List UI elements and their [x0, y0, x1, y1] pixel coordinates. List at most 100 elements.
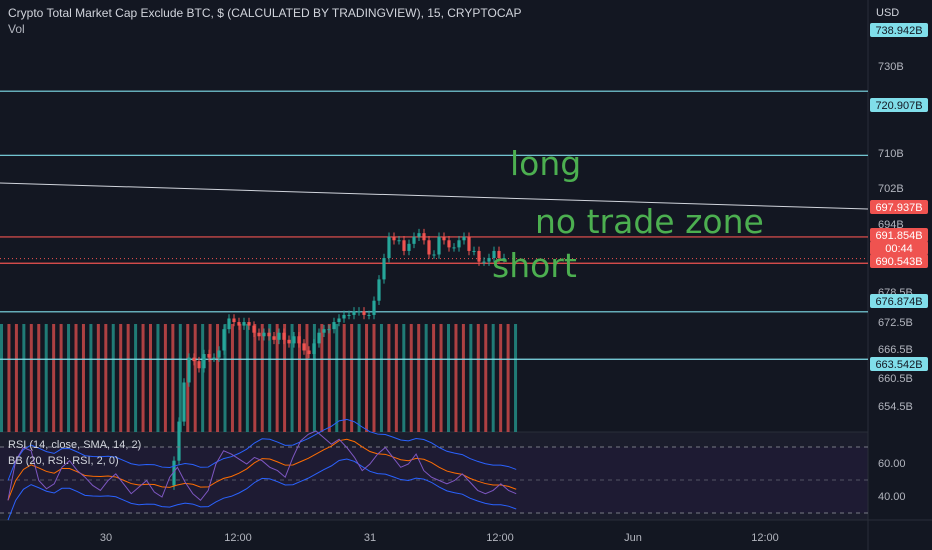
rsi-ma-line [7, 438, 517, 501]
volume-bar [275, 324, 279, 432]
volume-bar [119, 324, 123, 432]
volume-bar [230, 324, 234, 432]
volume-bar [44, 324, 48, 432]
candle-body [337, 318, 341, 323]
time-tick-label: 30 [100, 532, 112, 544]
candle-body [287, 339, 291, 344]
volume-bar [350, 324, 354, 432]
volume-bar [89, 324, 93, 432]
volume-bar [223, 324, 227, 432]
volume-bar [461, 324, 465, 432]
candle-body [172, 460, 176, 486]
price-tick-label: 666.5B [878, 344, 913, 356]
candle-body [357, 311, 361, 313]
candle-body [187, 357, 191, 383]
volume-bar [134, 324, 138, 432]
volume-bar [7, 324, 11, 432]
candle-body [232, 318, 236, 323]
volume-bar [514, 324, 518, 432]
candle-body [217, 350, 221, 358]
candle-body [427, 240, 431, 255]
volume-bar [171, 324, 175, 432]
rsi-legend[interactable]: RSI (14, close, SMA, 14, 2) [8, 439, 142, 451]
volume-bar [402, 324, 406, 432]
price-label-value: 697.937B [875, 202, 922, 214]
price-label-tag [870, 254, 928, 268]
volume-bar [335, 324, 339, 432]
candle-body [347, 314, 351, 316]
volume-bar [499, 324, 503, 432]
price-label-value: 720.907B [875, 100, 922, 112]
price-label-tag [870, 357, 928, 371]
candle-body [437, 236, 441, 255]
bb-upper-line [7, 418, 517, 481]
price-label-tag [870, 200, 928, 214]
candle-body [467, 236, 471, 251]
candle-body [502, 258, 506, 260]
volume-bar [379, 324, 383, 432]
candle-body [392, 236, 396, 241]
candle-body [262, 332, 266, 337]
rsi-line [7, 430, 517, 502]
candle-body [202, 354, 206, 369]
price-tick-label: 710B [878, 148, 904, 160]
time-tick-label: Jun [624, 532, 642, 544]
volume-bar [260, 324, 264, 432]
annotation-short[interactable]: short [492, 246, 577, 285]
candle-body [362, 311, 366, 315]
time-tick-label: 12:00 [751, 532, 779, 544]
candle-body [472, 250, 476, 252]
candle-body [282, 332, 286, 340]
volume-bar [67, 324, 71, 432]
candle-body [387, 236, 391, 259]
volume-bar [417, 324, 421, 432]
candle-body [297, 336, 301, 344]
candle-body [177, 421, 181, 461]
candle-body [182, 382, 186, 422]
candle-body [272, 336, 276, 340]
volume-bar [327, 324, 331, 432]
price-label-tag [870, 23, 928, 37]
candle-body [417, 233, 421, 237]
price-tick-label: 660.5B [878, 373, 913, 385]
volume-bar [342, 324, 346, 432]
volume-bar [74, 324, 78, 432]
price-label-value: 738.942B [875, 25, 922, 37]
candle-body [322, 329, 326, 333]
candle-body [477, 250, 481, 262]
volume-bar [52, 324, 56, 432]
annotation-no-trade-zone[interactable]: no trade zone [535, 202, 764, 241]
candle-body [327, 329, 331, 331]
price-label-tag [870, 241, 928, 255]
volume-bar [476, 324, 480, 432]
volume-bar [290, 324, 294, 432]
price-label-value: 676.874B [875, 296, 922, 308]
candle-body [462, 236, 466, 241]
volume-bar [141, 324, 145, 432]
price-axis-currency: USD [876, 7, 899, 19]
volume-bar [268, 324, 272, 432]
volume-bar [29, 324, 33, 432]
volume-bar [193, 324, 197, 432]
annotation-long[interactable]: long [510, 144, 582, 183]
candle-body [292, 336, 296, 344]
chart-title[interactable]: Crypto Total Market Cap Exclude BTC, $ (… [8, 6, 522, 20]
volume-bar [365, 324, 369, 432]
price-tick-label: 730B [878, 61, 904, 73]
volume-bar [387, 324, 391, 432]
rsi-tick-label: 60.00 [878, 458, 906, 470]
candle-body [372, 300, 376, 315]
volume-bar [156, 324, 160, 432]
volume-bar [238, 324, 242, 432]
candle-body [447, 240, 451, 248]
volume-legend[interactable]: Vol [8, 22, 25, 36]
bb-legend[interactable]: BB (20, RSI: RSI, 2, 0) [8, 455, 119, 467]
candle-body [492, 250, 496, 259]
volume-bar [59, 324, 63, 432]
volume-bar [372, 324, 376, 432]
time-tick-label: 12:00 [224, 532, 252, 544]
candle-body [237, 322, 241, 326]
time-tick-label: 12:00 [486, 532, 514, 544]
